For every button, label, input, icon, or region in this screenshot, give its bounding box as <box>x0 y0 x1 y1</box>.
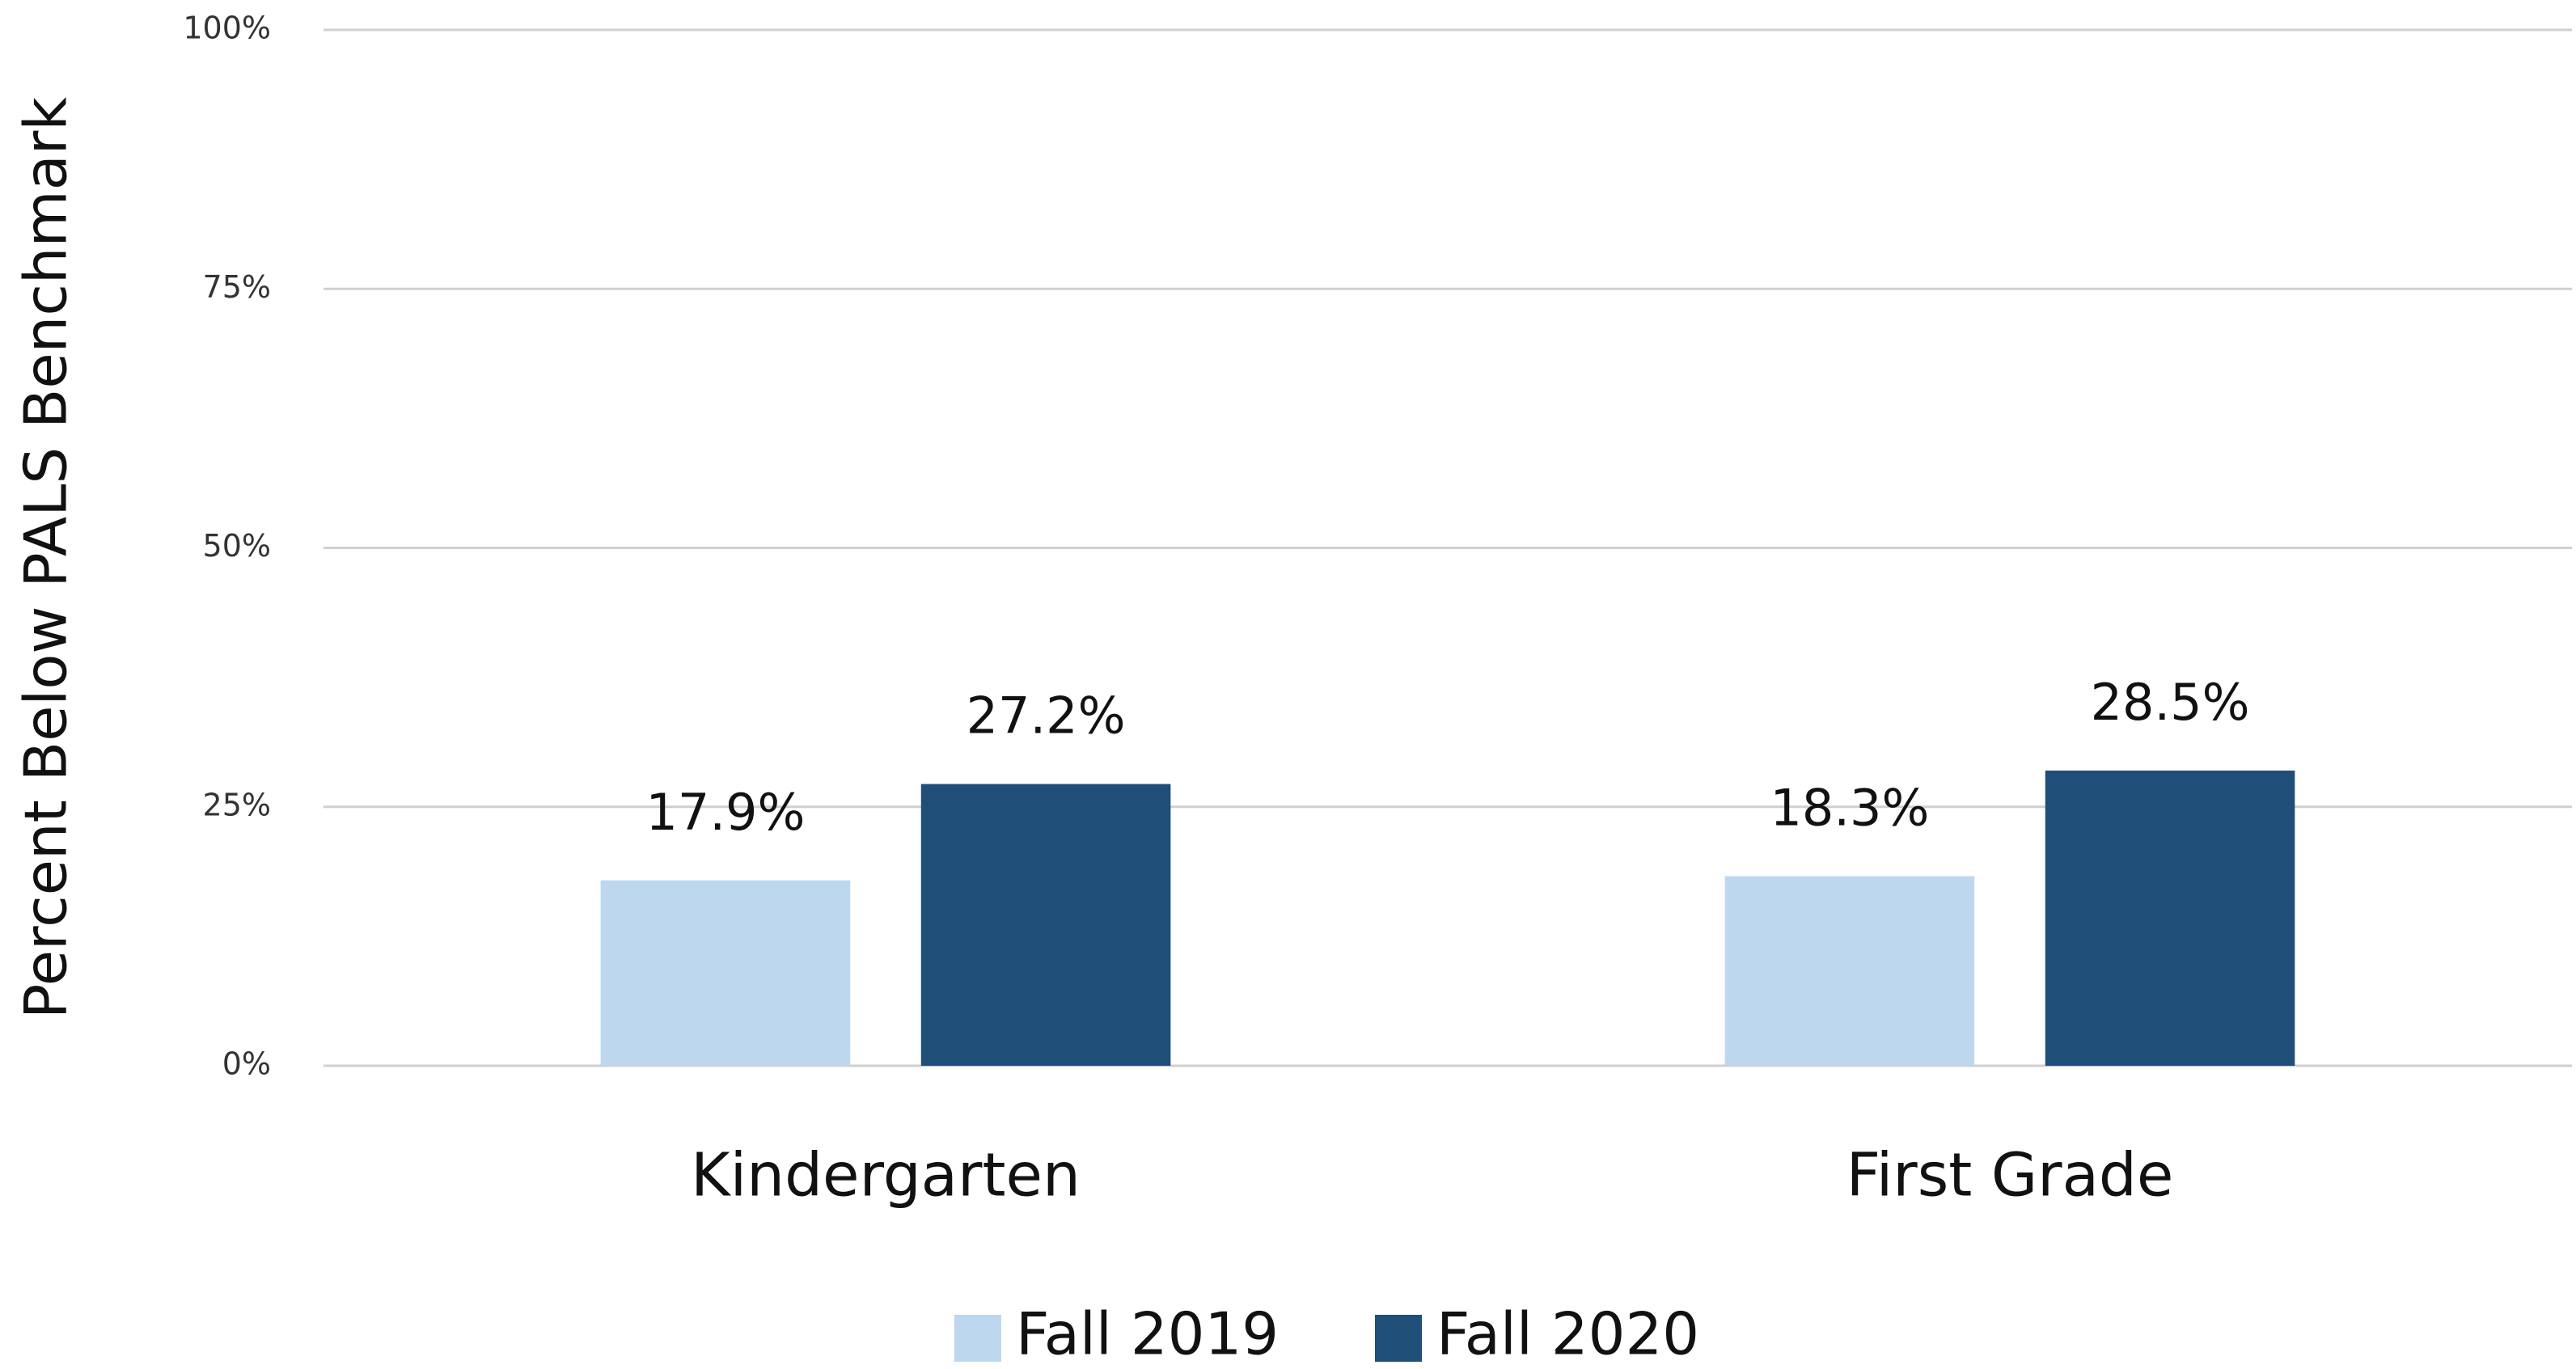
x-tick-label: Kindergarten <box>691 1141 1081 1211</box>
data-label: 18.3% <box>1770 779 1929 838</box>
y-tick-label: 0% <box>222 1046 271 1082</box>
legend-swatch <box>1375 1315 1422 1362</box>
x-tick-label: First Grade <box>1846 1141 2174 1211</box>
y-axis-title: Percent Below PALS Benchmark <box>12 97 80 1019</box>
y-tick-label: 25% <box>203 787 271 822</box>
data-label: 28.5% <box>2091 673 2250 732</box>
y-tick-label: 50% <box>203 528 271 564</box>
data-label: 27.2% <box>967 687 1126 746</box>
y-tick-label: 75% <box>203 269 271 305</box>
bar <box>1724 876 1975 1066</box>
data-label: 17.9% <box>645 783 805 842</box>
y-tick-label: 100% <box>183 11 271 46</box>
bar <box>2045 770 2295 1066</box>
legend-label: Fall 2020 <box>1436 1300 1699 1368</box>
bar <box>600 880 851 1066</box>
bar <box>920 784 1171 1066</box>
legend-label: Fall 2019 <box>1016 1300 1279 1368</box>
legend-swatch <box>954 1315 1001 1362</box>
